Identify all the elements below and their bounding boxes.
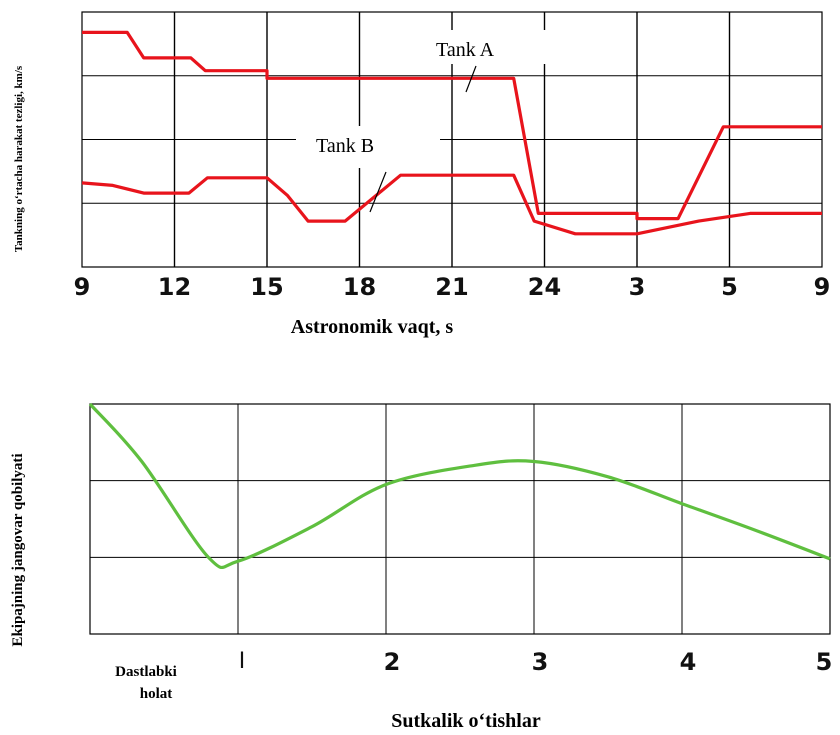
top-series — [81, 30, 822, 236]
top-x-tick-label: 12 — [158, 273, 191, 301]
bottom-start-label-line1: Dastlabki — [115, 664, 177, 680]
top-y-axis-title: Tankning o‘rtacha harakat tezligi, km/s — [13, 65, 25, 252]
bottom-series — [88, 402, 831, 569]
tank-a-pointer — [465, 65, 477, 93]
bottom-x-tick-label: I — [239, 649, 246, 674]
tank-a-label-bg — [428, 30, 546, 64]
bottom-chart: I 2 3 4 5 Dastlabki holat Sutkalik o‘tishlar… — [10, 402, 833, 732]
tank-a-label: Tank A — [436, 39, 495, 61]
bottom-x-tick-label: 4 — [680, 648, 697, 676]
top-chart: 9 12 15 18 21 24 3 5 9 Tank A Tank B Astronomik … — [13, 11, 831, 338]
top-x-tick-label: 9 — [814, 273, 831, 301]
top-x-tick-label: 18 — [343, 273, 376, 301]
top-ticks: 9 12 15 18 21 24 3 5 9 — [74, 273, 831, 301]
top-x-axis-title: Astronomik vaqt, s — [291, 316, 454, 338]
bottom-grid — [90, 404, 830, 634]
top-x-tick-label: 9 — [74, 273, 91, 301]
bottom-y-axis-title: Ekipajning jangovar qobilyati — [10, 453, 26, 646]
bottom-plot-frame — [89, 403, 831, 635]
top-x-tick-label: 21 — [435, 273, 468, 301]
bottom-x-axis-title: Sutkalik o‘tishlar — [391, 710, 541, 732]
tank-b-label: Tank B — [316, 135, 374, 157]
top-x-tick-label: 5 — [721, 273, 738, 301]
tank-b-label-bg — [296, 126, 440, 168]
bottom-start-label-line2: holat — [140, 686, 173, 702]
top-x-tick-label: 15 — [250, 273, 283, 301]
bottom-x-tick-label: 5 — [816, 648, 833, 676]
bottom-ticks: I 2 3 4 5 — [239, 648, 833, 676]
bottom-x-tick-label: 2 — [384, 648, 401, 676]
bottom-x-tick-label: 3 — [532, 648, 549, 676]
tank-a-line — [82, 30, 822, 221]
top-x-tick-label: 24 — [528, 273, 561, 301]
combat-capability-line — [88, 402, 831, 569]
top-x-tick-label: 3 — [629, 273, 646, 301]
tank-b-pointer — [369, 171, 387, 213]
tank-b-line — [81, 173, 822, 236]
